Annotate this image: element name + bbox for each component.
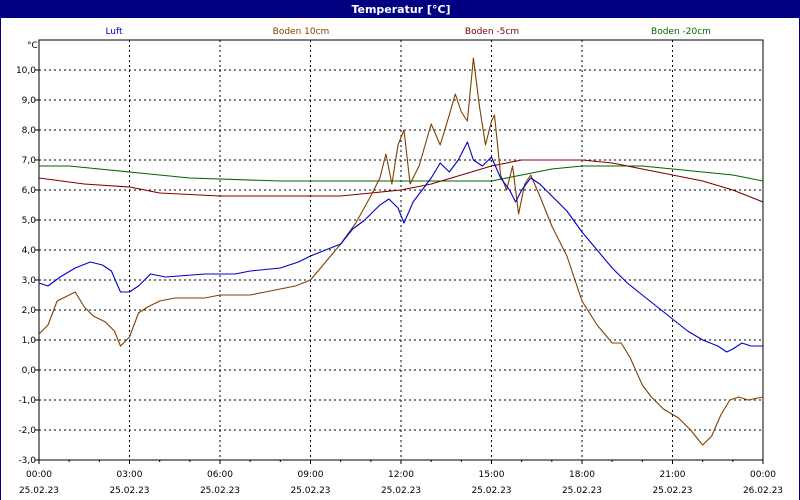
series-line-luft (38, 141, 763, 353)
x-tick-date: 25.02.23 (381, 486, 421, 496)
x-tick-time: 18:00 (569, 470, 595, 480)
y-axis-unit: °C (27, 41, 38, 51)
x-tick-time: 06:00 (207, 470, 233, 480)
y-tick-label: 9,0 (22, 96, 37, 106)
legend-entry-boden-5cm: Boden -5cm (465, 27, 519, 37)
y-tick-label: 1,0 (22, 336, 37, 346)
y-tick-label: -2,0 (18, 426, 36, 436)
x-tick-date: 25.02.23 (471, 486, 511, 496)
y-tick-label: 3,0 (22, 276, 37, 286)
series-line-boden-20cm (39, 165, 764, 182)
x-tick-date: 25.02.23 (290, 486, 330, 496)
x-tick-time: 00:00 (26, 470, 52, 480)
x-tick-time: 09:00 (298, 470, 324, 480)
y-tick-label: 6,0 (22, 186, 37, 196)
x-tick-time: 00:00 (750, 470, 776, 480)
y-tick-label: 8,0 (22, 126, 37, 136)
y-tick-label: 10,0 (16, 66, 36, 76)
x-tick-time: 12:00 (388, 470, 414, 480)
y-tick-label: 7,0 (22, 156, 37, 166)
y-tick-label: 0,0 (22, 366, 37, 376)
y-tick-label: 2,0 (22, 306, 37, 316)
x-tick-date: 26.02.23 (743, 486, 783, 496)
y-tick-label: -3,0 (18, 456, 36, 466)
x-tick-date: 25.02.23 (109, 486, 149, 496)
legend-entry-boden-10cm: Boden 10cm (273, 27, 330, 37)
series-line-boden-10cm (38, 57, 764, 446)
window-title: Temperatur [°C] (351, 2, 451, 16)
y-tick-label: 5,0 (22, 216, 37, 226)
x-tick-time: 03:00 (117, 470, 143, 480)
legend-entry-boden-20cm: Boden -20cm (651, 27, 711, 37)
x-tick-date: 25.02.23 (652, 486, 692, 496)
legend-entry-luft: Luft (105, 27, 123, 37)
series-line-boden-5cm (38, 159, 764, 203)
x-tick-date: 25.02.23 (200, 486, 240, 496)
x-tick-date: 25.02.23 (19, 486, 59, 496)
y-tick-label: 4,0 (22, 246, 37, 256)
x-tick-time: 15:00 (479, 470, 505, 480)
title-bar: Temperatur [°C] (1, 0, 800, 18)
x-tick-date: 25.02.23 (562, 486, 602, 496)
y-tick-label: -1,0 (18, 396, 36, 406)
x-tick-time: 21:00 (660, 470, 686, 480)
